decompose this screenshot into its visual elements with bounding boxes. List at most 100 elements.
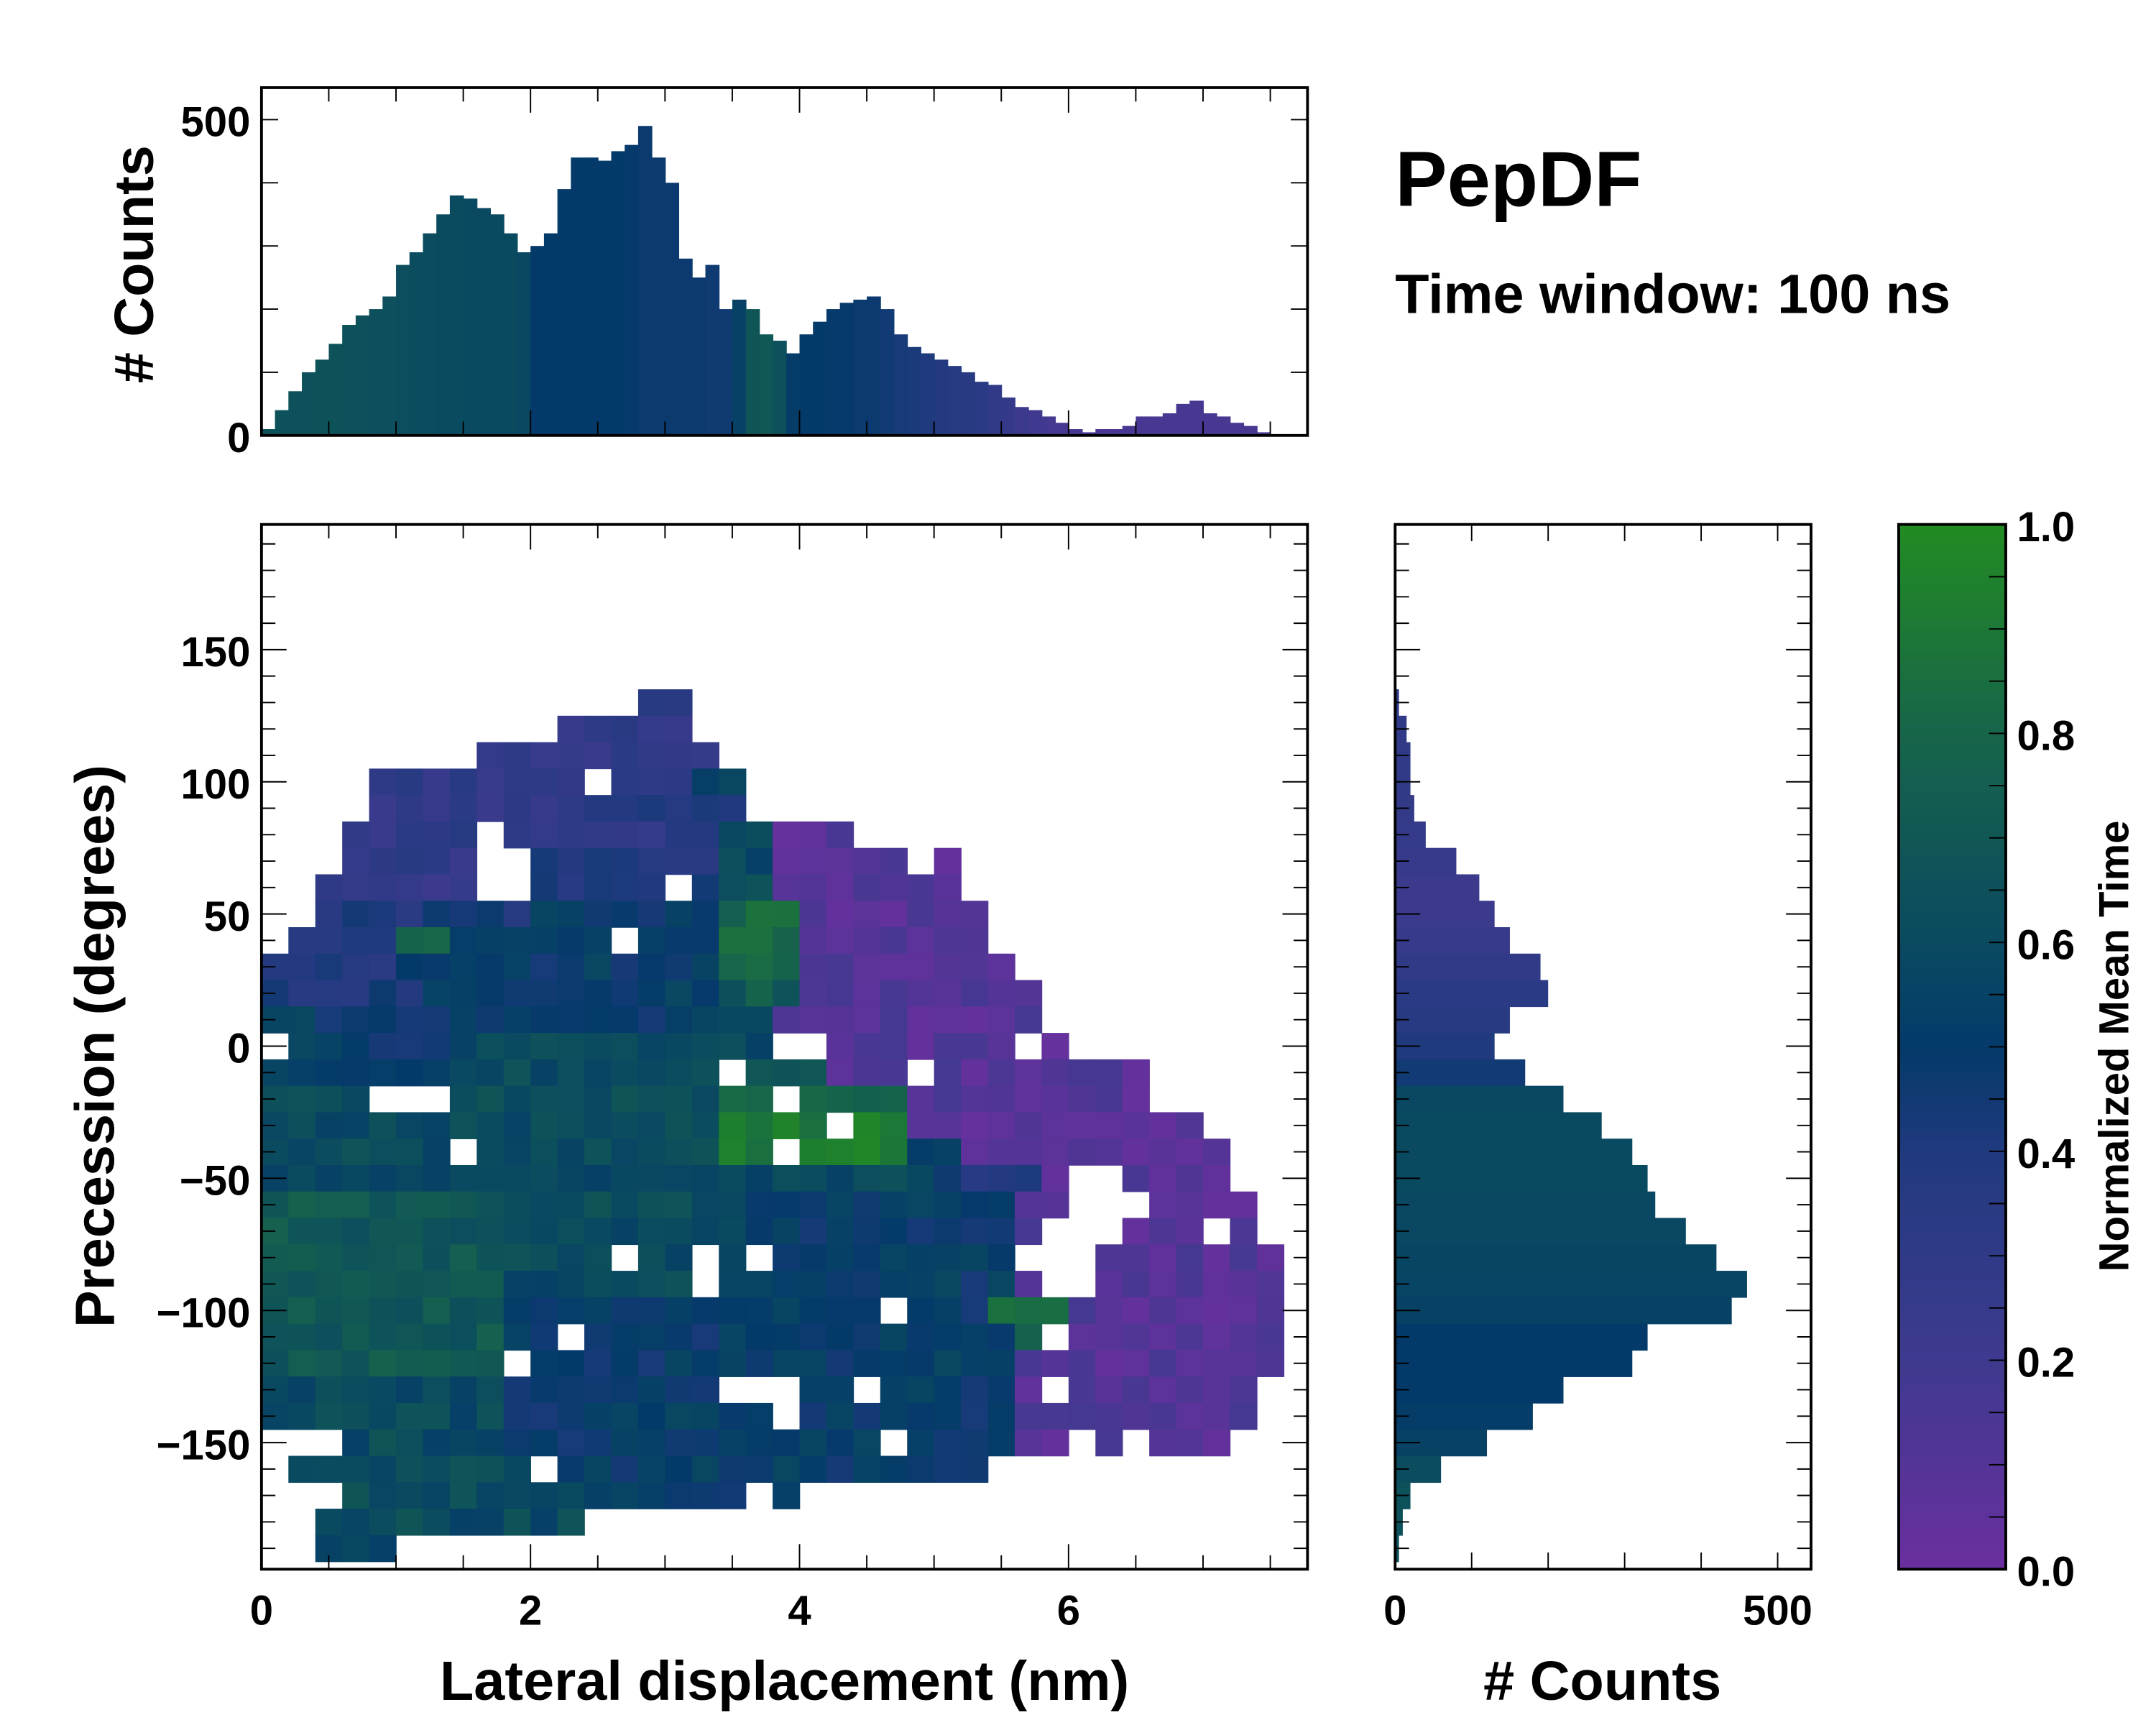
plot-subtitle: Time window: 100 ns <box>1395 263 1950 325</box>
heatmap-cell <box>611 874 639 901</box>
heatmap-cell <box>691 980 719 1008</box>
histogram-bar <box>1395 1164 1648 1192</box>
heatmap-cell <box>961 1350 989 1377</box>
heatmap-cell <box>907 1402 935 1430</box>
heatmap-cell <box>584 927 612 954</box>
heatmap-cell <box>987 1429 1015 1457</box>
heatmap-cell <box>665 1244 693 1271</box>
heatmap-cell <box>557 1164 585 1192</box>
heatmap-cell <box>423 1138 451 1166</box>
heatmap-cell <box>773 1164 801 1192</box>
histogram-bar <box>1216 416 1231 436</box>
histogram-bar <box>503 233 518 436</box>
colorbar-segment <box>1898 566 2006 578</box>
histogram-bar <box>1395 1323 1648 1351</box>
heatmap-cell <box>1149 1138 1177 1166</box>
heatmap-cell <box>503 1455 531 1484</box>
heatmap-cell <box>934 1402 962 1430</box>
x-tick-label: 4 <box>788 1588 811 1634</box>
heatmap-cell <box>691 1297 719 1325</box>
heatmap-cell <box>476 1033 505 1060</box>
heatmap-cell <box>719 1164 747 1192</box>
heatmap-cell <box>288 1455 316 1484</box>
heatmap-cell <box>396 795 424 822</box>
heatmap-cell <box>961 1138 989 1166</box>
colorbar-tick-label: 0.8 <box>2017 713 2075 760</box>
heatmap-cell <box>611 1482 639 1509</box>
heatmap-cell <box>826 953 854 981</box>
heatmap-cell <box>557 1297 585 1325</box>
heatmap-cell <box>745 1033 773 1060</box>
colorbar-segment <box>1898 712 2006 724</box>
colorbar-segment <box>1898 1067 2006 1080</box>
heatmap-cell <box>934 953 962 981</box>
heatmap-cell <box>826 1429 854 1457</box>
heatmap-cell <box>826 1218 854 1246</box>
heatmap-cell <box>637 1006 666 1034</box>
heatmap-cell <box>880 1164 908 1192</box>
histogram-bar <box>1149 416 1164 436</box>
heatmap-cell <box>476 795 505 822</box>
heatmap-cell <box>719 795 747 822</box>
heatmap-cell <box>369 768 397 796</box>
heatmap-cell <box>799 1297 827 1325</box>
histogram-bar <box>1189 400 1204 436</box>
heatmap-cell <box>503 980 531 1008</box>
colorbar-segment <box>1898 1506 2006 1518</box>
heatmap-cell <box>369 901 397 928</box>
heatmap-cell <box>1122 1376 1150 1404</box>
heatmap-cell <box>396 953 424 981</box>
heatmap-cell <box>611 1218 639 1246</box>
heatmap-cell <box>691 874 719 901</box>
heatmap-cell <box>530 1376 558 1404</box>
heatmap-cell <box>369 1006 397 1034</box>
heatmap-cell <box>476 1297 505 1325</box>
heatmap-cell <box>665 1218 693 1246</box>
heatmap-cell <box>987 1138 1015 1166</box>
heatmap-cell <box>584 1323 612 1351</box>
heatmap-cell <box>637 821 666 849</box>
heatmap-cell <box>288 953 316 981</box>
heatmap-cell <box>719 1138 747 1166</box>
top-y-axis-title: # Counts <box>103 145 165 383</box>
heatmap-cell <box>987 1297 1015 1325</box>
heatmap-cell <box>584 874 612 901</box>
histogram-bar <box>369 309 384 436</box>
histogram-bar <box>1395 1244 1717 1271</box>
heatmap-cell <box>611 1138 639 1166</box>
heatmap-cell <box>987 1059 1015 1087</box>
heatmap-cell <box>503 1376 531 1404</box>
colorbar-segment <box>1898 1182 2006 1194</box>
heatmap-cell <box>557 1482 585 1509</box>
y-tick-label: 100 <box>181 761 251 808</box>
heatmap-cell <box>799 1218 827 1246</box>
heatmap-cell <box>665 768 693 796</box>
histogram-bar <box>449 195 464 436</box>
colorbar-segment <box>1898 1422 2006 1435</box>
heatmap-cell <box>584 1482 612 1509</box>
histogram-bar <box>773 341 787 436</box>
heatmap-cell <box>530 821 558 849</box>
colorbar-tick-label: 1.0 <box>2017 504 2075 551</box>
heatmap-cell <box>826 821 854 849</box>
heatmap-cell <box>449 1218 478 1246</box>
heatmap-cell <box>773 901 801 928</box>
heatmap-cell <box>369 1138 397 1166</box>
heatmap-cell <box>288 1297 316 1325</box>
heatmap-cell <box>1068 1402 1097 1430</box>
heatmap-cell <box>799 980 827 1008</box>
heatmap-cell <box>611 1376 639 1404</box>
heatmap-cell <box>342 874 370 901</box>
histogram-bar <box>261 429 276 436</box>
heatmap-cell <box>719 1350 747 1377</box>
heatmap-cell <box>584 1376 612 1404</box>
heatmap-cell <box>1149 1350 1177 1377</box>
heatmap-cell <box>288 1244 316 1271</box>
heatmap-cell <box>691 1323 719 1351</box>
heatmap-cell <box>503 927 531 954</box>
heatmap-cell <box>584 1059 612 1087</box>
heatmap-cell <box>665 795 693 822</box>
heatmap-cell <box>1014 1164 1043 1192</box>
heatmap-cell <box>584 1429 612 1457</box>
heatmap-cell <box>826 927 854 954</box>
